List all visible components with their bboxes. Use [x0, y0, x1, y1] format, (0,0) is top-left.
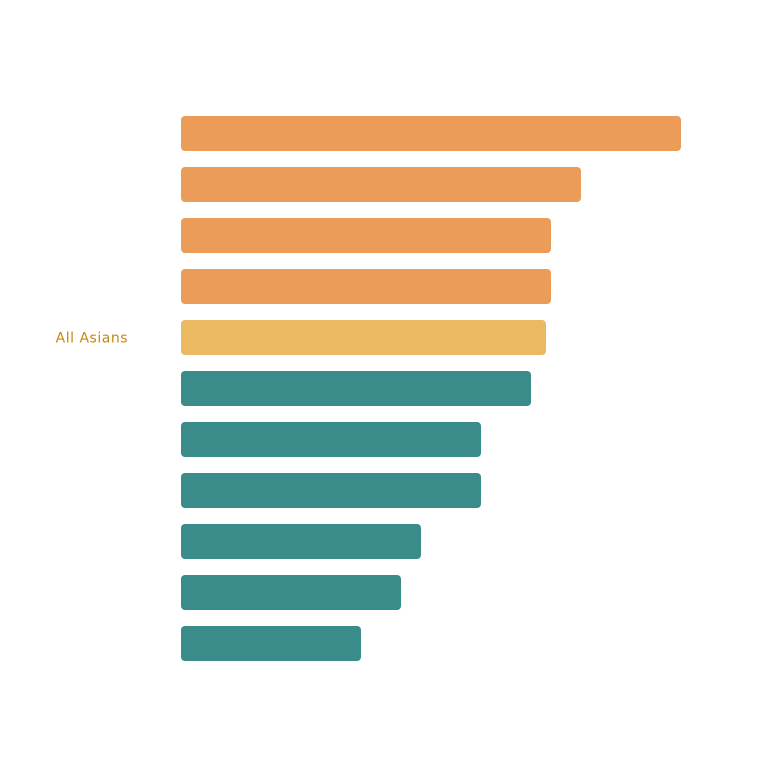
category-label-5: All Asians	[56, 331, 128, 347]
bar-3	[181, 218, 551, 253]
bar-6	[181, 371, 531, 406]
bar-4	[181, 269, 551, 304]
bars-group	[181, 116, 681, 661]
category-labels-group: All Asians	[56, 331, 128, 347]
bar-1	[181, 116, 681, 151]
bar-2	[181, 167, 581, 202]
bar-8	[181, 473, 481, 508]
bar-7	[181, 422, 481, 457]
bar-9	[181, 524, 421, 559]
bar-5	[181, 320, 546, 355]
bar-10	[181, 575, 401, 610]
bar-11	[181, 626, 361, 661]
